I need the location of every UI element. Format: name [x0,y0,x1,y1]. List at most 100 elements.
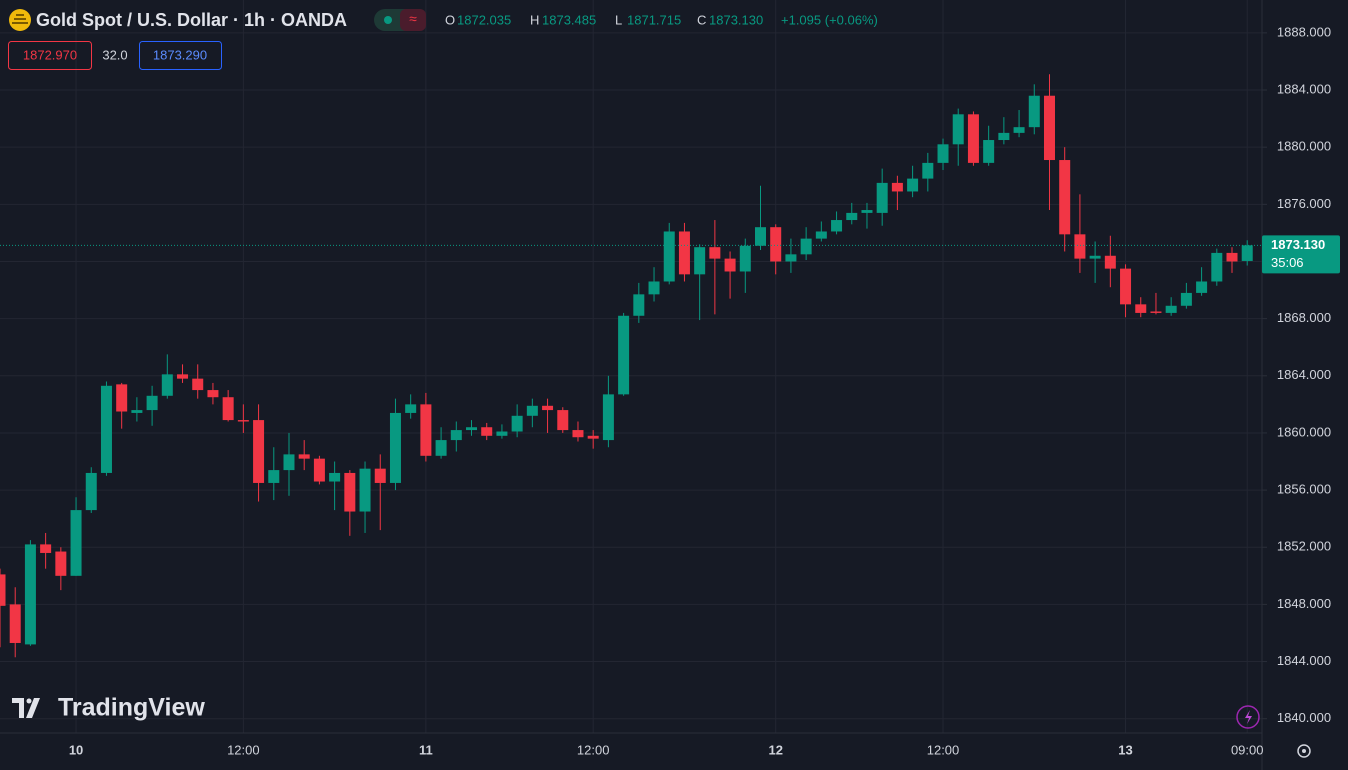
candle-body [526,405,538,416]
candle-body [1211,252,1223,282]
x-tick-label: 12:00 [577,742,610,757]
candle-body [374,468,386,483]
last-price-box [1262,235,1340,274]
candle-body [1013,127,1025,133]
ohlc-label: C [697,12,706,27]
candle-body [967,114,979,163]
candle-body [131,410,143,413]
candle-body [907,178,919,192]
y-tick-label: 1856.000 [1277,482,1331,497]
candle-body [633,294,645,316]
candle-body [876,182,888,213]
settings-button[interactable] [1297,744,1311,758]
candle-body [55,551,67,576]
candle-body [891,182,903,192]
x-tick-label: 12 [768,742,782,757]
last-price: 1873.130 [1271,237,1325,252]
y-tick-label: 1880.000 [1277,139,1331,154]
logo-icon [12,698,40,718]
ohlc-label: H [530,12,539,27]
candle-body [1241,245,1253,261]
candle-body [435,440,447,456]
candle-body [800,238,812,255]
ask-price: 1873.290 [153,47,207,62]
candle-body [24,544,36,645]
bid-price: 1872.970 [23,47,77,62]
candle-body [116,384,128,412]
settings-icon [1302,749,1306,753]
candle-body [253,420,265,483]
candle-body [9,604,21,643]
candle-body [283,454,295,471]
grid [0,0,1267,733]
candle-body [983,140,995,163]
y-tick-label: 1848.000 [1277,596,1331,611]
candle-body [557,410,569,431]
logo-text: TradingView [58,694,205,722]
candle-body [313,458,325,482]
candle-body [1074,234,1086,259]
alert-button[interactable] [1236,705,1260,729]
ohlc-label: L [615,12,622,27]
candle-body [1135,304,1147,313]
candle-body [785,254,797,262]
candle-body [1059,160,1071,235]
candle-body [739,245,751,272]
candle-body [542,405,554,411]
candle-body [237,420,249,422]
candle-body [0,574,6,606]
candle-body [648,281,660,295]
ohlc-value: 1871.715 [627,12,681,27]
candle-body [815,231,827,239]
x-tick-label: 11 [419,742,433,757]
candle-body [466,427,478,431]
candle-body [1180,292,1192,306]
candle-body [663,231,675,282]
candle-body [998,132,1010,141]
candle-body [207,390,219,398]
candle-body [1028,95,1040,128]
ohlc-value: 1873.485 [542,12,596,27]
candle-body [694,247,706,275]
candle-body [161,374,173,396]
status-pill-right[interactable] [400,9,426,31]
candle-body [222,397,234,421]
x-tick-label: 12:00 [927,742,960,757]
candle-body [861,210,873,213]
candle-body [1104,255,1116,269]
candle-body [450,430,462,441]
sell-button[interactable] [8,41,92,70]
candle-body [922,162,934,179]
candle-body [344,472,356,512]
candle-body [846,212,858,221]
candle-body [770,227,782,262]
y-tick-label: 1888.000 [1277,24,1331,39]
candle-body [587,435,599,439]
symbol-icon-detail [12,14,28,24]
candle-body [389,412,401,483]
candle-body [709,247,721,259]
x-tick-label: 12:00 [227,742,260,757]
candle-body [952,114,964,145]
symbol-title[interactable]: Gold Spot / U.S. Dollar · 1h · OANDA [36,10,347,30]
y-tick-label: 1884.000 [1277,81,1331,96]
status-dot [384,16,392,24]
candle-body [511,415,523,432]
buy-button[interactable] [139,41,222,70]
y-tick-label: 1844.000 [1277,653,1331,668]
candle-body [359,468,371,512]
alert-icon [1245,710,1252,724]
candle-body [146,395,158,411]
candle-body [420,404,432,456]
overlay: 1888.0001884.0001880.0001876.0001872.000… [0,24,1340,757]
bar-countdown: 35:06 [1271,255,1304,270]
candle-body [602,394,614,441]
candle-body [937,144,949,163]
candle-body [678,231,690,275]
candle-body [85,472,97,511]
change: +1.095 (+0.06%) [781,12,878,27]
candle-body [70,510,82,576]
candle-body [298,454,310,459]
